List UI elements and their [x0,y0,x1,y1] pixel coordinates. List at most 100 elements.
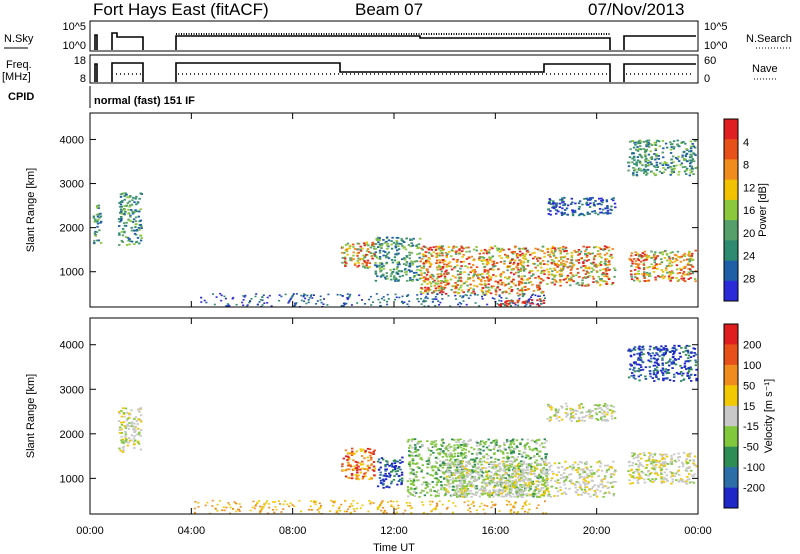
echo-cell [514,259,517,262]
nsearch-tick-high: 10^5 [704,21,728,33]
echo-cell [585,461,588,463]
echo-cell [394,280,397,282]
echo-cell [660,477,663,480]
echo-cell [413,463,416,465]
echo-cell [478,444,481,447]
echo-cell [547,473,550,475]
echo-cell [574,484,577,486]
echo-cell [123,195,126,197]
echo-cell [393,475,396,477]
echo-cell [429,474,432,476]
echo-cell [472,484,475,487]
echo-cell [533,490,536,493]
echo-cell [645,254,648,257]
echo-cell [503,481,506,484]
echo-cell [134,425,138,428]
echo-cell [134,416,138,418]
echo-cell [690,160,693,163]
echo-cell [575,491,578,494]
echo-cell [374,270,377,273]
echo-cell [652,357,656,360]
echo-cell [463,467,466,470]
freq-tick-low: 8 [80,73,86,85]
echo-cell [564,264,567,266]
echo-cell [401,300,403,303]
echo-cell [661,463,665,465]
echo-cell [480,249,483,252]
echo-cell [410,488,413,491]
echo-cell [382,250,385,253]
echo-cell [671,143,674,146]
echo-cell [585,473,589,476]
echo-cell [426,440,429,442]
echo-cell [353,465,356,468]
echo-cell [559,247,562,249]
echo-cell [344,260,347,262]
echo-cell [546,489,549,492]
echo-cell [440,282,443,285]
echo-cell [517,262,520,265]
echo-cell [496,249,499,252]
echo-cell [442,450,445,452]
echo-cell [658,460,661,463]
echo-cell [369,246,372,249]
echo-cell [605,275,608,278]
echo-cell [489,278,492,281]
echo-cell [370,304,373,306]
echo-cell [639,369,642,371]
echo-cell [694,146,697,149]
echo-cell [571,463,575,466]
echo-cell [471,493,475,495]
echo-cell [435,262,438,265]
echo-cell [513,261,516,264]
echo-cell [666,164,670,167]
echo-cell [348,247,351,250]
echo-cell [563,483,566,486]
echo-cell [658,263,662,265]
echo-cell [634,254,637,256]
echo-cell [613,410,617,413]
echo-cell [377,298,380,301]
echo-cell [320,301,323,304]
echo-cell [649,479,652,482]
echo-cell [417,442,420,445]
echo-cell [408,257,411,260]
echo-cell [586,271,589,273]
echo-cell [401,274,404,277]
echo-cell [601,412,604,415]
echo-cell [654,251,657,254]
echo-cell [415,271,418,274]
echo-cell [130,423,134,425]
echo-cell [130,425,133,428]
echo-cell [687,462,690,464]
echo-cell [368,298,371,301]
echo-cell [685,173,688,175]
echo-cell [303,293,306,295]
echo-cell [641,368,645,371]
echo-cell [454,469,457,471]
echo-cell [688,473,691,475]
echo-cell [491,481,494,484]
echo-cell [600,479,603,482]
echo-cell [540,302,542,305]
echo-cell [138,411,141,413]
echo-cell [138,228,141,231]
echo-cell [415,449,418,452]
echo-cell [119,201,123,203]
echo-cell [381,274,385,277]
echo-cell [645,271,649,274]
echo-cell [465,495,468,498]
echo-cell [391,271,395,273]
echo-cell [387,251,391,254]
echo-cell [660,473,663,475]
echo-cell [227,305,229,307]
echo-cell [677,344,680,347]
echo-cell [579,468,582,471]
echo-cell [375,239,379,242]
echo-cell [437,469,440,471]
echo-cell [366,464,369,467]
echo-cell [654,471,657,474]
echo-cell [119,211,123,213]
echo-cell [472,274,475,277]
echo-cell [417,274,421,276]
